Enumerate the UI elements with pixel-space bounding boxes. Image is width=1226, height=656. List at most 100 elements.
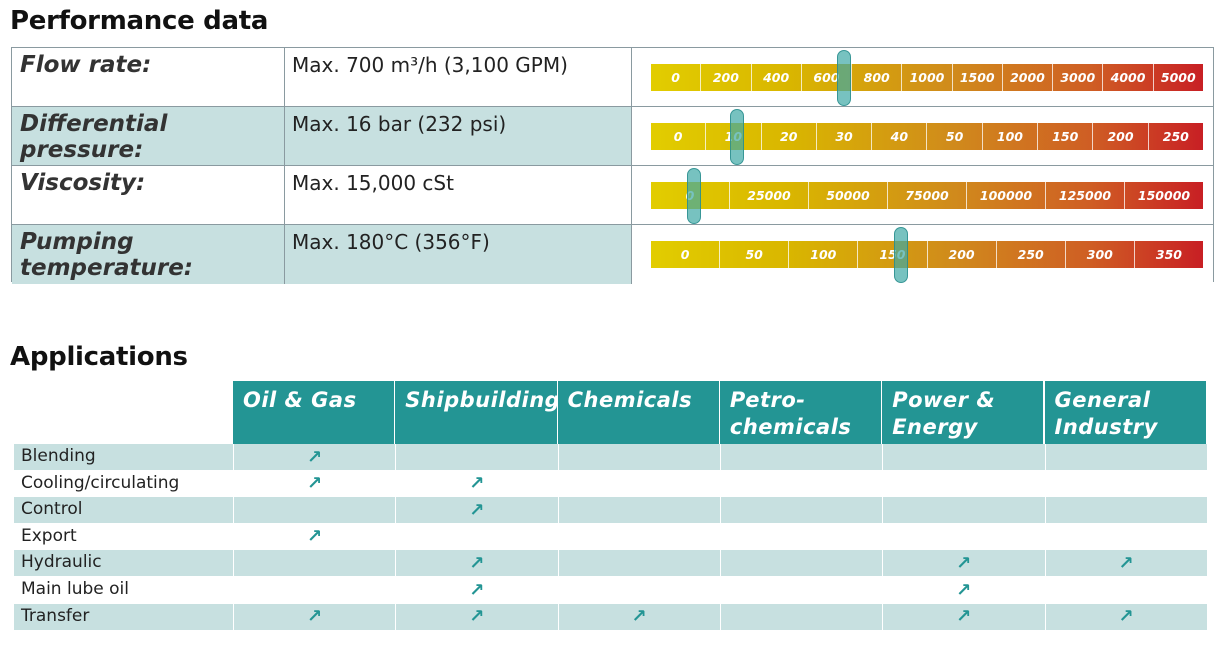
- scale-cell: 0 200 400 600 800 1000 1500 2000 3000 4000 5000: [632, 48, 1213, 106]
- scale-tick: 25000: [730, 182, 809, 209]
- applications-title: Applications: [10, 342, 188, 372]
- performance-label: Viscosity:: [12, 166, 285, 224]
- application-cell: ↗: [1044, 603, 1207, 630]
- application-cell: [719, 577, 882, 603]
- application-cell: [882, 444, 1044, 470]
- application-cell: ↗: [557, 603, 720, 630]
- scale-cell: 0250005000075000100000125000150000: [632, 166, 1213, 224]
- performance-label: Differential pressure:: [12, 107, 285, 165]
- application-cell: [557, 523, 720, 550]
- scale-bar: 0250005000075000100000125000150000: [651, 182, 1203, 209]
- performance-value: Max. 15,000 cSt: [285, 166, 632, 224]
- scale-tick: 200: [928, 241, 997, 268]
- scale-tick: 20: [762, 123, 817, 150]
- arrow-icon: ↗: [306, 526, 323, 548]
- application-row: Main lube oil ↗ ↗: [14, 577, 1207, 603]
- scale-cell: 0 50 100 150 200 250 300 350: [632, 225, 1213, 284]
- application-cell: [1044, 470, 1207, 497]
- scale-tick: 40: [872, 123, 928, 150]
- application-cell: ↗: [395, 550, 557, 577]
- scale-bar: 0 200 400 600 800 1000 1500 2000 3000 4000 5000: [651, 64, 1203, 91]
- application-cell: [882, 523, 1044, 550]
- application-label: Main lube oil: [21, 579, 129, 599]
- application-label: Blending: [21, 446, 96, 466]
- application-cell: [233, 577, 395, 603]
- application-cell: ↗: [395, 497, 557, 524]
- application-row: Export ↗: [14, 523, 1207, 550]
- arrow-icon: ↗: [306, 606, 323, 628]
- column-header: Shipbuilding: [395, 381, 560, 444]
- scale-tick: 600: [802, 64, 853, 91]
- performance-value: Max. 700 m³/h (3,100 GPM): [285, 48, 632, 106]
- scale-tick: 200: [701, 64, 752, 91]
- scale-tick: 30: [817, 123, 873, 150]
- scale-tick: 300: [1066, 241, 1135, 268]
- application-cell: [233, 497, 395, 524]
- application-cell: [557, 577, 720, 603]
- scale-tick: 200: [1093, 123, 1149, 150]
- arrow-icon: ↗: [956, 606, 972, 628]
- performance-row: Pumping temperature: Max. 180°C (356°F) 0 5…: [12, 225, 1213, 284]
- scale-tick: 50: [720, 241, 790, 268]
- column-header: Power & Energy: [882, 381, 1044, 444]
- application-cell: [719, 523, 882, 550]
- application-cell: [233, 550, 395, 577]
- application-cell: ↗: [233, 523, 395, 550]
- arrow-icon: ↗: [469, 552, 485, 574]
- scale-tick: 0: [651, 123, 707, 150]
- application-label: Transfer: [21, 605, 90, 626]
- application-label: Hydraulic: [21, 552, 102, 573]
- scale-tick: 0: [651, 241, 721, 268]
- scale-tick: 400: [752, 64, 802, 91]
- performance-title: Performance data: [10, 6, 269, 36]
- scale-tick: 350: [1155, 247, 1182, 262]
- application-cell: [1044, 577, 1207, 603]
- arrow-icon: ↗: [469, 579, 485, 601]
- scale-tick: 100: [789, 241, 859, 268]
- application-row: Transfer ↗ ↗ ↗ ↗ ↗: [14, 603, 1207, 630]
- column-header: Petro- chemicals: [719, 381, 882, 444]
- arrow-icon: ↗: [306, 473, 323, 495]
- scale-tick: 100000: [967, 182, 1046, 209]
- arrow-icon: ↗: [1118, 552, 1134, 574]
- performance-value: Max. 16 bar (232 psi): [285, 107, 632, 165]
- scale-marker: [687, 168, 702, 224]
- arrow-icon: ↗: [1118, 606, 1134, 628]
- application-cell: [719, 603, 882, 630]
- application-cell: ↗: [233, 444, 395, 470]
- scale-tick: 100: [983, 123, 1039, 150]
- application-cell: [1044, 497, 1207, 524]
- scale-tick: 2000: [1003, 64, 1054, 91]
- scale-marker: [837, 50, 852, 106]
- application-cell: [557, 470, 720, 497]
- scale-tick: 1500: [953, 64, 1003, 91]
- application-cell: [719, 497, 882, 524]
- scale-tick: 125000: [1046, 182, 1125, 209]
- scale-tick: 50000: [809, 182, 888, 209]
- application-cell: ↗: [233, 470, 395, 497]
- application-label: Cooling/circulating: [21, 472, 180, 493]
- scale-tick: 150: [858, 241, 928, 268]
- scale-tick: 75000: [888, 182, 967, 209]
- scale-tick: 250: [997, 241, 1066, 268]
- application-cell: ↗: [395, 470, 557, 497]
- arrow-icon: ↗: [469, 473, 485, 495]
- application-cell: [557, 444, 720, 470]
- application-label: Control: [21, 499, 83, 520]
- application-cell: ↗: [233, 603, 395, 630]
- column-header: Oil & Gas: [233, 381, 395, 444]
- application-cell: [719, 550, 882, 577]
- application-row: Blending ↗: [14, 444, 1207, 470]
- performance-label: Pumping temperature:: [12, 225, 285, 284]
- scale-tick: 5000: [1160, 70, 1196, 85]
- application-label: Export: [21, 525, 77, 546]
- scale-tick: 150000: [1137, 188, 1191, 203]
- application-cell: [557, 497, 720, 524]
- column-header: General Industry: [1044, 381, 1206, 444]
- arrow-icon: ↗: [469, 606, 485, 628]
- application-cell: [395, 523, 557, 550]
- application-cell: [719, 444, 882, 470]
- scale-tick: 150: [1038, 123, 1094, 150]
- application-row: Cooling/circulating ↗ ↗: [14, 470, 1207, 497]
- performance-table: Flow rate: Max. 700 m³/h (3,100 GPM) 0 200 4…: [11, 47, 1214, 284]
